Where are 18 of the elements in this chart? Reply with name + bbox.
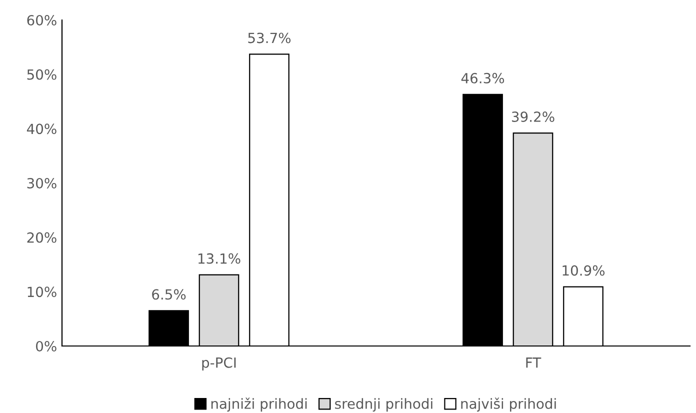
y-tick-label: 50%	[27, 69, 56, 80]
legend-label: srednji prihodi	[335, 398, 432, 412]
data-label: 13.1%	[198, 253, 240, 264]
y-tick-label: 20%	[27, 232, 56, 243]
data-label: 46.3%	[461, 72, 504, 84]
legend-label: najviši prihodi	[461, 398, 556, 412]
x-tick-label: p-PCI	[202, 357, 236, 371]
y-tick-label: 30%	[27, 178, 56, 188]
y-tick-label: 10%	[28, 286, 56, 298]
y-tick-label: 40%	[26, 124, 56, 134]
x-tick-label: FT	[526, 358, 542, 368]
data-label: 10.9%	[562, 265, 605, 276]
legend-label: najniži prihodi	[211, 398, 307, 412]
y-tick-label: 60%	[27, 14, 56, 26]
data-label: 6.5%	[152, 289, 186, 300]
y-tick-label: 0%	[36, 340, 56, 352]
data-label: 53.7%	[248, 32, 291, 44]
data-label: 39.2%	[512, 111, 554, 122]
